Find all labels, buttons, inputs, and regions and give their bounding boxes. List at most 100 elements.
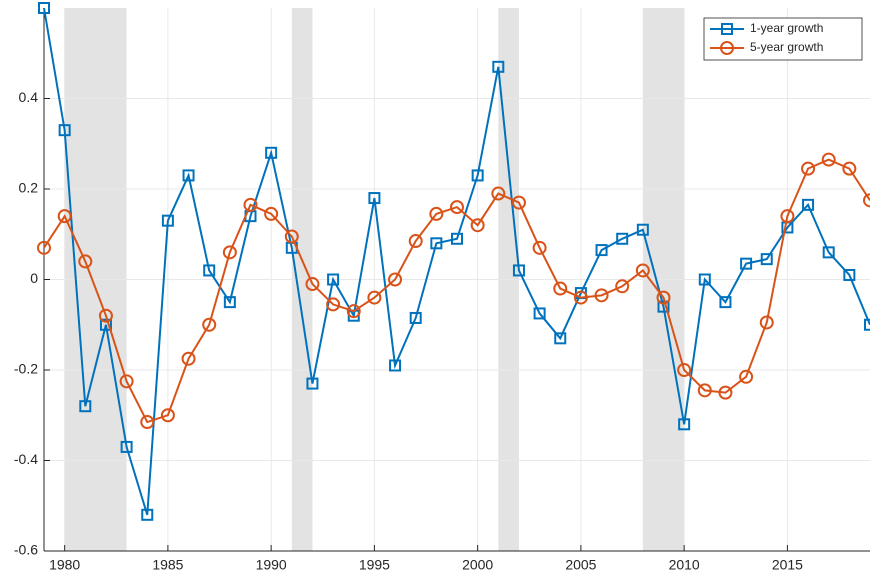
legend: 1-year growth 5-year growth: [703, 17, 863, 61]
series: [38, 2, 870, 521]
marker: [842, 161, 857, 176]
marker: [719, 296, 732, 309]
marker: [573, 290, 588, 305]
marker: [223, 296, 236, 309]
series: [37, 152, 870, 430]
x-tick-label: 2000: [462, 557, 493, 573]
x-tick-label: 2005: [565, 557, 596, 573]
marker: [801, 161, 816, 176]
marker: [759, 315, 774, 330]
marker: [451, 232, 463, 245]
marker: [181, 351, 196, 366]
marker: [140, 415, 155, 430]
marker: [471, 169, 484, 182]
marker: [79, 400, 92, 413]
marker: [511, 195, 526, 210]
marker: [864, 318, 870, 331]
marker: [305, 277, 320, 292]
marker: [677, 363, 692, 377]
marker: [141, 508, 154, 521]
marker: [119, 374, 134, 389]
marker: [222, 245, 237, 260]
marker: [821, 152, 836, 167]
marker: [470, 218, 485, 233]
marker: [264, 206, 279, 221]
marker: [346, 304, 361, 319]
marker: [99, 318, 112, 331]
y-tick-label: 0: [30, 270, 38, 286]
marker: [492, 60, 505, 73]
marker: [37, 240, 51, 255]
legend-marker: [720, 41, 734, 55]
x-tick-label: 1980: [49, 557, 80, 573]
marker: [698, 273, 711, 286]
marker: [326, 297, 341, 312]
marker: [616, 232, 629, 245]
marker: [760, 253, 773, 266]
legend-marker: [721, 23, 733, 35]
marker: [657, 300, 670, 313]
marker: [740, 257, 753, 270]
y-tick-label: -0.4: [14, 451, 38, 467]
line: [43, 7, 870, 516]
marker: [512, 264, 525, 277]
marker: [203, 264, 216, 277]
marker: [182, 169, 195, 182]
marker: [202, 317, 217, 332]
marker: [822, 246, 835, 259]
line: [43, 158, 870, 424]
marker: [408, 234, 423, 249]
marker: [863, 193, 870, 208]
marker: [58, 124, 71, 137]
marker: [802, 198, 815, 211]
marker: [389, 359, 402, 372]
marker: [656, 290, 671, 305]
x-tick-label: 2015: [772, 557, 803, 573]
marker: [553, 281, 568, 296]
marker: [306, 377, 319, 390]
y-tick-label: 0.4: [19, 89, 39, 105]
marker: [78, 254, 93, 269]
marker: [697, 383, 712, 398]
y-tick-label: 0.2: [19, 180, 39, 196]
y-tick-label: -0.2: [14, 361, 38, 377]
marker: [491, 186, 506, 201]
marker: [450, 200, 464, 215]
marker: [636, 223, 649, 236]
marker: [678, 418, 691, 431]
marker: [160, 408, 175, 423]
marker: [367, 290, 382, 305]
marker: [843, 268, 856, 281]
marker: [718, 385, 733, 400]
marker: [38, 2, 50, 14]
marker: [284, 229, 299, 244]
marker: [594, 288, 609, 303]
marker: [430, 237, 443, 250]
marker: [57, 209, 72, 224]
marker: [388, 272, 403, 287]
marker: [554, 332, 567, 345]
legend-label: 1-year growth: [750, 21, 823, 35]
y-tick-label: -0.6: [14, 542, 38, 558]
marker: [120, 440, 133, 453]
x-tick-label: 2010: [669, 557, 700, 573]
marker: [532, 240, 547, 255]
marker: [243, 197, 258, 212]
marker: [161, 214, 174, 227]
x-tick-label: 1990: [256, 557, 287, 573]
marker: [327, 273, 340, 286]
marker: [429, 206, 444, 221]
marker: [780, 209, 795, 224]
marker: [409, 311, 422, 324]
marker: [595, 244, 608, 257]
marker: [265, 146, 278, 159]
marker: [98, 308, 113, 323]
marker: [615, 279, 630, 294]
marker: [739, 369, 754, 384]
marker: [635, 263, 650, 278]
x-tick-label: 1985: [152, 557, 183, 573]
marker: [368, 192, 381, 205]
legend-label: 5-year growth: [750, 40, 823, 54]
x-tick-label: 1995: [359, 557, 390, 573]
